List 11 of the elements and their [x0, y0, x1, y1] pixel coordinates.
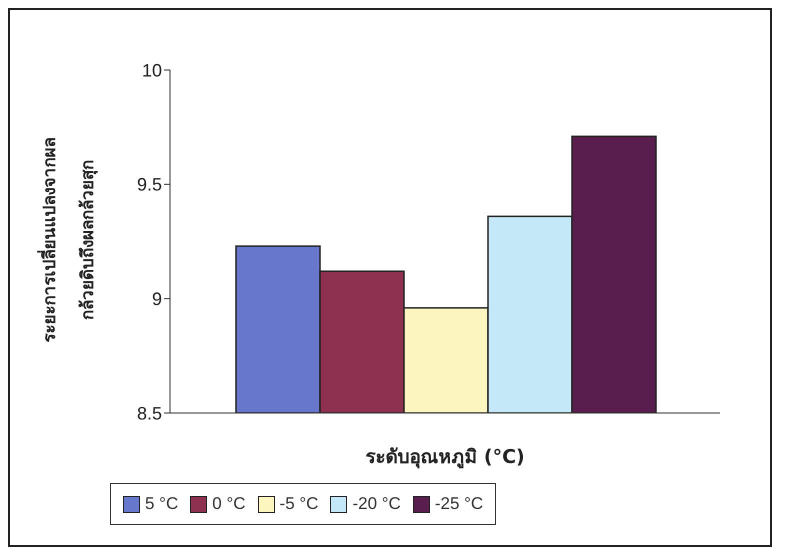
x-axis-title: ระดับอุณหภูมิ (°C)	[365, 446, 525, 469]
y-tick-label: 10	[142, 60, 162, 80]
y-tick-label: 9	[152, 289, 162, 310]
y-tick-label: 9.5	[136, 174, 162, 195]
legend-label: -25 °C	[434, 494, 484, 514]
legend-label: 5 °C	[144, 494, 178, 514]
legend-label: -5 °C	[278, 494, 318, 514]
y-axis-title: ระยะการเปลี่ยนแปลงจากผล กล้วยดิบถึงผลกล้วยสุก	[37, 138, 98, 342]
legend-label: 0 °C	[211, 494, 246, 514]
legend-label: -20 °C	[351, 494, 401, 514]
y-tick-label: 8.5	[136, 403, 162, 424]
